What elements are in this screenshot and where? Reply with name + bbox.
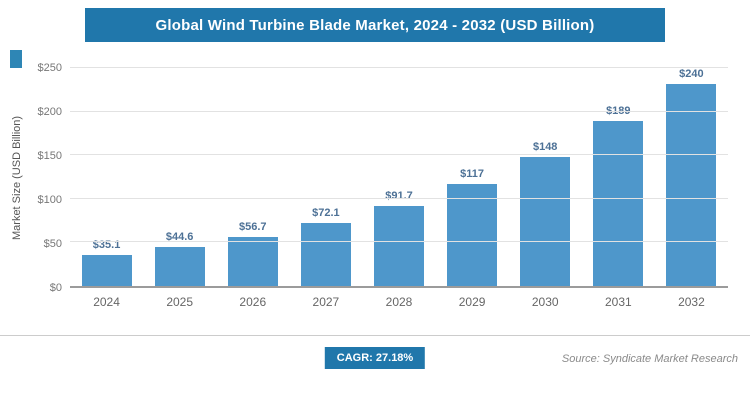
gridline — [70, 110, 728, 112]
x-axis-label: 2027 — [312, 295, 340, 309]
bars-container: $35.1 $44.6 $56.7 $72.1 $91.7 $117 $148 $189 $24… — [70, 68, 728, 286]
x-axis-label: 2029 — [458, 295, 486, 309]
bar-slot: $56.7 — [216, 68, 289, 286]
bar-value-label: $240 — [679, 68, 704, 80]
x-axis-label: 2030 — [531, 295, 559, 309]
bar-slot: $240 — [655, 68, 728, 286]
accent-square — [10, 50, 22, 68]
bar-2028 — [373, 206, 424, 286]
bar-slot: $44.6 — [143, 68, 216, 286]
bar-slot: $72.1 — [289, 68, 362, 286]
y-tick-label: $150 — [37, 150, 62, 162]
bar-value-label: $56.7 — [239, 220, 267, 233]
x-axis-label: 2028 — [385, 295, 413, 309]
x-axis-label: 2026 — [239, 295, 267, 309]
bar-2032 — [666, 84, 717, 286]
y-tick-label: $200 — [37, 106, 62, 118]
footer: CAGR: 27.18% Source: Syndicate Market Re… — [0, 336, 750, 382]
bar-2029 — [447, 183, 498, 286]
gridline — [70, 241, 728, 243]
bar-slot: $35.1 — [70, 68, 143, 286]
bar-2031 — [593, 121, 644, 286]
plot-column: $35.1 $44.6 $56.7 $72.1 $91.7 $117 $148 $189 $24… — [70, 67, 728, 309]
bar-chart: Market Size (USD Billion) $0 $50 $100 $150 $… — [8, 62, 728, 309]
chart-title-bar: Global Wind Turbine Blade Market, 2024 -… — [85, 8, 665, 42]
bar-2026 — [227, 236, 278, 286]
y-tick-label: $50 — [43, 238, 62, 250]
bar-value-label: $91.7 — [385, 190, 413, 203]
source-attribution: Source: Syndicate Market Research — [561, 353, 738, 365]
bar-value-label: $72.1 — [312, 207, 340, 220]
cagr-badge: CAGR: 27.18% — [324, 347, 426, 369]
bar-slot: $91.7 — [362, 68, 435, 286]
bar-2025 — [154, 247, 205, 286]
x-axis-label: 2032 — [678, 295, 705, 309]
x-axis-label: 2024 — [93, 295, 120, 309]
bar-slot: $189 — [582, 68, 655, 286]
bar-value-label: $117 — [460, 167, 485, 180]
x-axis-labels: 2024 2025 2026 2027 2028 2029 2030 2031 2032 — [70, 295, 728, 309]
x-axis-label: 2025 — [166, 295, 194, 309]
bar-slot: $148 — [509, 68, 582, 286]
bar-2027 — [300, 223, 351, 286]
y-axis-tick-labels: $0 $50 $100 $150 $200 $250 — [26, 62, 70, 294]
y-tick-label: $0 — [49, 282, 62, 294]
bar-2030 — [520, 156, 571, 286]
gridline — [70, 197, 728, 199]
chart-title: Global Wind Turbine Blade Market, 2024 -… — [155, 16, 595, 34]
bar-value-label: $44.6 — [165, 231, 194, 244]
y-tick-label: $100 — [37, 194, 62, 206]
y-axis-title: Market Size (USD Billion) — [11, 115, 23, 241]
y-tick-label: $250 — [37, 62, 62, 74]
chart-page: Global Wind Turbine Blade Market, 2024 -… — [0, 8, 750, 417]
gridline — [70, 67, 728, 68]
bar-value-label: $148 — [532, 140, 558, 153]
bar-value-label: $35.1 — [92, 239, 121, 252]
x-axis-label: 2031 — [604, 295, 632, 309]
gridline — [70, 154, 728, 156]
footer-divider — [0, 335, 750, 336]
bar-slot: $117 — [436, 68, 509, 286]
bar-2024 — [81, 255, 132, 286]
plot-area: $35.1 $44.6 $56.7 $72.1 $91.7 $117 $148 $189 $24… — [70, 67, 728, 288]
